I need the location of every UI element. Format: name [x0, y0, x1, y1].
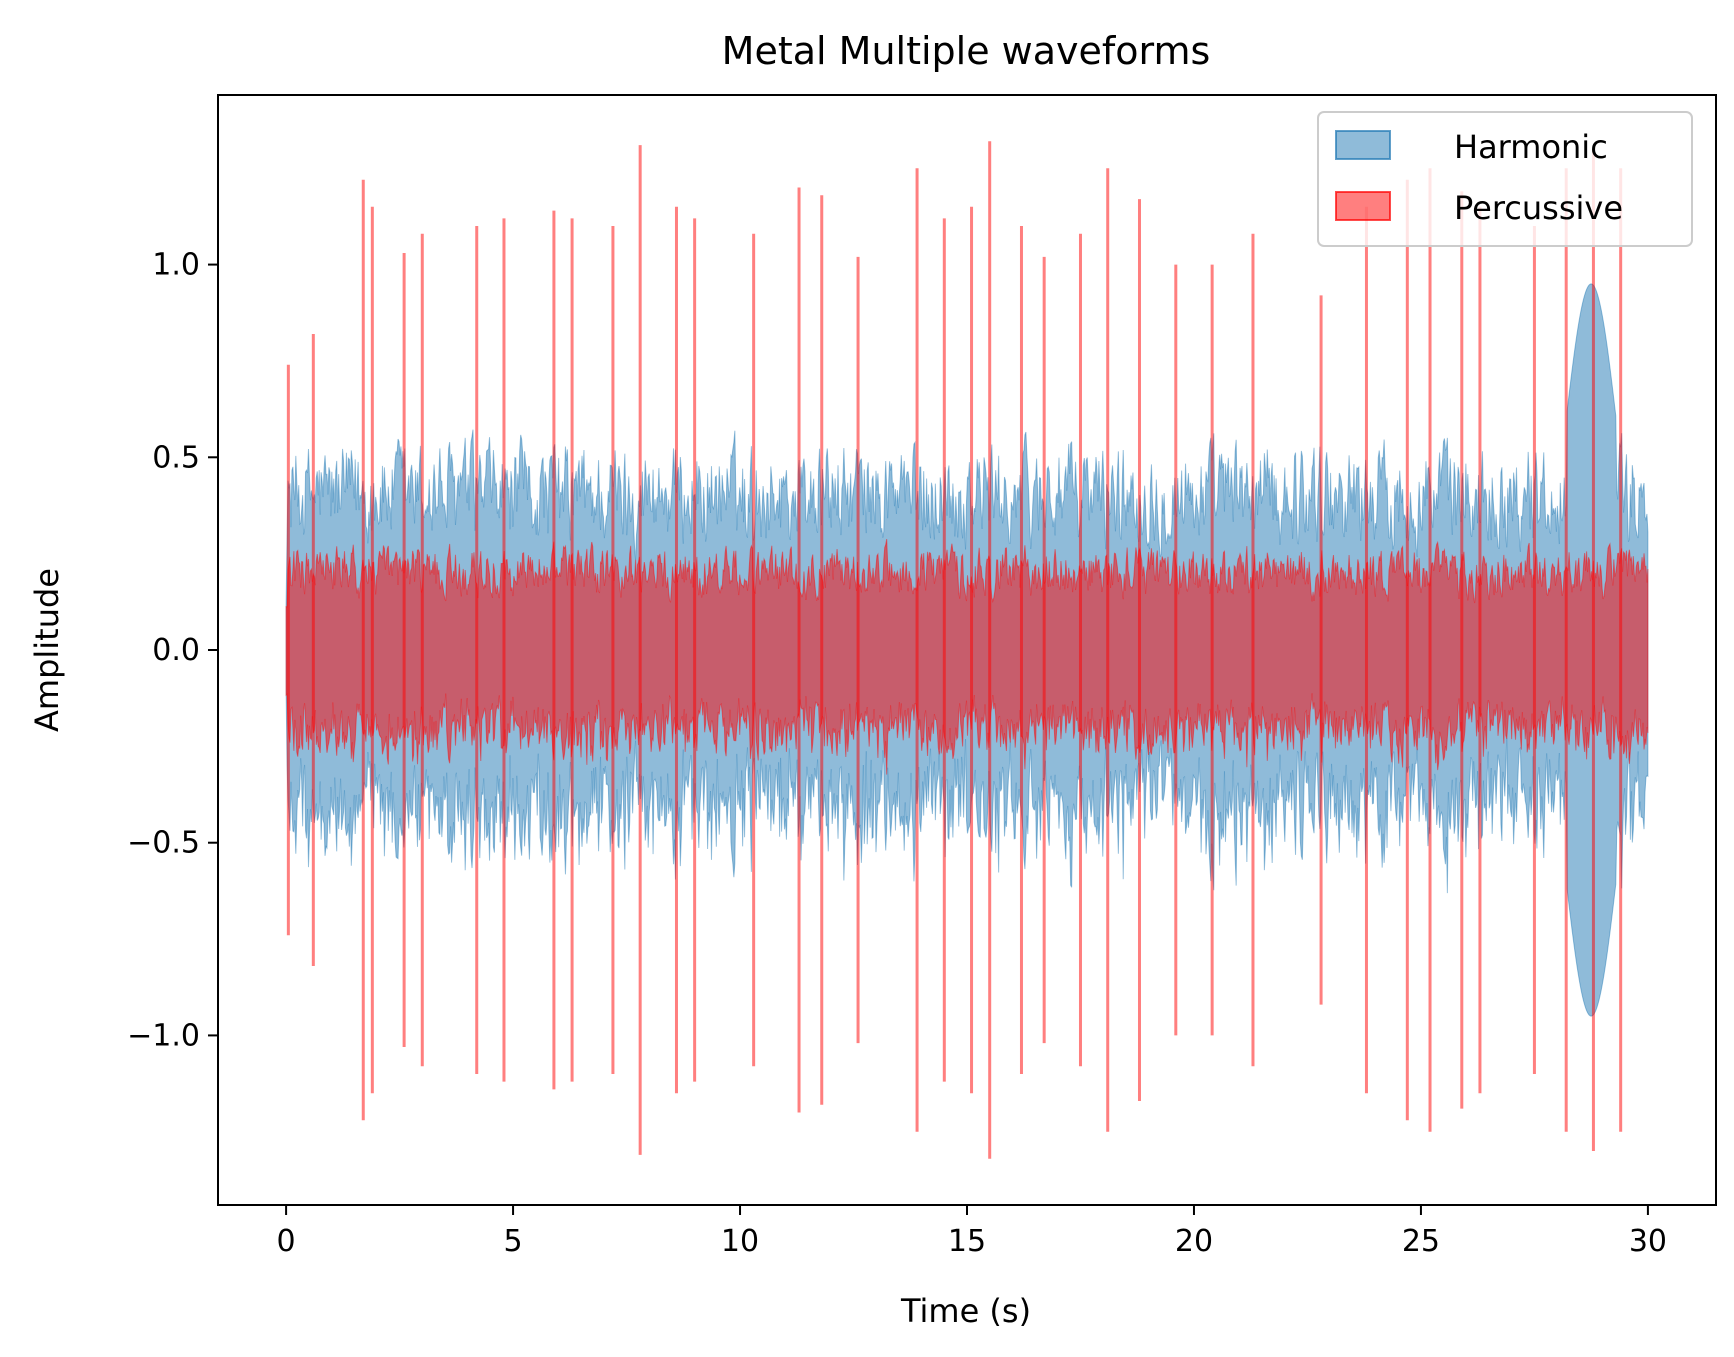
y-axis: −1.0 −0.5 0.0 0.5 1.0 — [127, 248, 218, 1053]
legend-swatch-harmonic — [1335, 130, 1391, 160]
y-tick-label: 0.5 — [152, 440, 200, 475]
x-tick-label: 30 — [1629, 1224, 1667, 1259]
chart-title: Metal Multiple waveforms — [722, 29, 1211, 73]
y-tick-label: −0.5 — [127, 826, 200, 861]
x-tick-label: 0 — [277, 1224, 296, 1259]
x-tick-label: 10 — [721, 1224, 759, 1259]
y-tick-label: 0.0 — [152, 633, 200, 668]
legend-label-percussive: Percussive — [1454, 189, 1623, 227]
x-tick-label: 5 — [504, 1224, 523, 1259]
legend-label-harmonic: Harmonic — [1454, 128, 1608, 166]
x-tick-label: 15 — [948, 1224, 986, 1259]
y-tick-label: −1.0 — [127, 1018, 200, 1053]
legend-swatch-percussive — [1335, 191, 1391, 221]
legend: Harmonic Percussive — [1317, 111, 1693, 247]
x-axis: 0 5 10 15 20 25 30 — [277, 1205, 1667, 1259]
x-axis-label: Time (s) — [900, 1292, 1031, 1330]
series-layer — [285, 141, 1649, 1159]
x-tick-label: 20 — [1175, 1224, 1213, 1259]
y-axis-label: Amplitude — [28, 568, 66, 732]
legend-box — [1317, 111, 1693, 247]
waveform-percussive — [285, 538, 1649, 775]
x-tick-label: 25 — [1402, 1224, 1440, 1259]
y-tick-label: 1.0 — [152, 248, 200, 283]
